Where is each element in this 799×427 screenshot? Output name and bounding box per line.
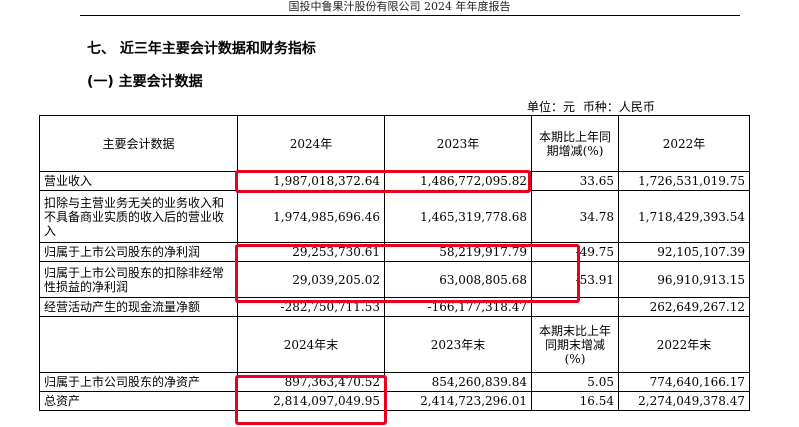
value-2022: 1,726,531,019.75 bbox=[618, 171, 750, 191]
header-divider bbox=[80, 15, 740, 16]
value-change: 16.54 bbox=[531, 391, 619, 411]
value-change bbox=[531, 297, 619, 317]
col-header-2024-end: 2024年末 bbox=[237, 316, 385, 373]
table1-header-row: 主要会计数据 2024年 2023年 本期比上年同期增减(%) 2022年 bbox=[39, 115, 750, 172]
col-header-2023-end: 2023年末 bbox=[384, 316, 532, 373]
value-2023: 58,219,917.79 bbox=[384, 242, 532, 262]
col-header-change: 本期比上年同期增减(%) bbox=[531, 115, 619, 172]
col-header-2024: 2024年 bbox=[237, 115, 385, 172]
row-label: 经营活动产生的现金流量净额 bbox=[39, 297, 238, 317]
value-2023: 854,260,839.84 bbox=[384, 372, 532, 392]
table-row: 归属于上市公司股东的净利润 29,253,730.61 58,219,917.7… bbox=[39, 242, 750, 262]
value-2023: 2,414,723,296.01 bbox=[384, 391, 532, 411]
value-change: 33.65 bbox=[531, 171, 619, 191]
value-2023: 63,008,805.68 bbox=[384, 261, 532, 298]
value-2022: 262,649,267.12 bbox=[618, 297, 750, 317]
value-2024: 2,814,097,049.95 bbox=[237, 391, 385, 411]
value-2023: 1,486,772,095.82 bbox=[384, 171, 532, 191]
sub-section-title: (一) 主要会计数据 bbox=[87, 74, 203, 90]
currency-label: 币种：人民币 bbox=[582, 100, 655, 114]
value-change: -49.75 bbox=[531, 242, 619, 262]
col-header-2022: 2022年 bbox=[618, 115, 750, 172]
row-label: 归属于上市公司股东的净资产 bbox=[39, 372, 238, 392]
row-label: 归属于上市公司股东的净利润 bbox=[39, 242, 238, 262]
table-row: 归属于上市公司股东的净资产 897,363,470.52 854,260,839… bbox=[39, 372, 750, 392]
value-2024: 897,363,470.52 bbox=[237, 372, 385, 392]
col-header-blank bbox=[39, 316, 238, 373]
unit-line: 单位：元 币种：人民币 bbox=[527, 98, 659, 115]
value-2022: 96,910,913.15 bbox=[618, 261, 750, 298]
report-header: 国投中鲁果汁股份有限公司 2024 年年度报告 bbox=[288, 0, 511, 13]
table-row: 扣除与主营业务无关的业务收入和不具备商业实质的收入后的营业收入 1,974,98… bbox=[39, 190, 750, 243]
value-2024: 1,987,018,372.64 bbox=[237, 171, 385, 191]
value-2023: -166,177,318.47 bbox=[384, 297, 532, 317]
col-header-item: 主要会计数据 bbox=[39, 115, 238, 172]
value-2022: 1,718,429,393.54 bbox=[618, 190, 750, 243]
accounting-data-table: 主要会计数据 2024年 2023年 本期比上年同期增减(%) 2022年 营业… bbox=[39, 115, 750, 411]
table-row: 归属于上市公司股东的扣除非经常性损益的净利润 29,039,205.02 63,… bbox=[39, 261, 750, 298]
table2-header-row: 2024年末 2023年末 本期末比上年同期末增减(%) 2022年末 bbox=[39, 316, 750, 373]
value-2024: 1,974,985,696.46 bbox=[237, 190, 385, 243]
value-2024: 29,039,205.02 bbox=[237, 261, 385, 298]
section-title: 七、 近三年主要会计数据和财务指标 bbox=[87, 41, 316, 57]
value-change: 34.78 bbox=[531, 190, 619, 243]
col-header-2022-end: 2022年末 bbox=[618, 316, 750, 373]
row-label: 总资产 bbox=[39, 391, 238, 411]
table-row: 经营活动产生的现金流量净额 -282,750,711.53 -166,177,3… bbox=[39, 297, 750, 317]
col-header-2023: 2023年 bbox=[384, 115, 532, 172]
col-header-change-end: 本期末比上年同期末增减(%) bbox=[531, 316, 619, 373]
value-2022: 774,640,166.17 bbox=[618, 372, 750, 392]
value-2022: 2,274,049,378.47 bbox=[618, 391, 750, 411]
row-label: 营业收入 bbox=[39, 171, 238, 191]
value-2022: 92,105,107.39 bbox=[618, 242, 750, 262]
unit-label: 单位：元 bbox=[527, 100, 576, 114]
value-2023: 1,465,319,778.68 bbox=[384, 190, 532, 243]
table-row: 总资产 2,814,097,049.95 2,414,723,296.01 16… bbox=[39, 391, 750, 411]
value-2024: 29,253,730.61 bbox=[237, 242, 385, 262]
value-2024: -282,750,711.53 bbox=[237, 297, 385, 317]
row-label: 归属于上市公司股东的扣除非经常性损益的净利润 bbox=[39, 261, 238, 298]
value-change: -53.91 bbox=[531, 261, 619, 298]
table-row: 营业收入 1,987,018,372.64 1,486,772,095.82 3… bbox=[39, 171, 750, 191]
row-label: 扣除与主营业务无关的业务收入和不具备商业实质的收入后的营业收入 bbox=[39, 190, 238, 243]
value-change: 5.05 bbox=[531, 372, 619, 392]
